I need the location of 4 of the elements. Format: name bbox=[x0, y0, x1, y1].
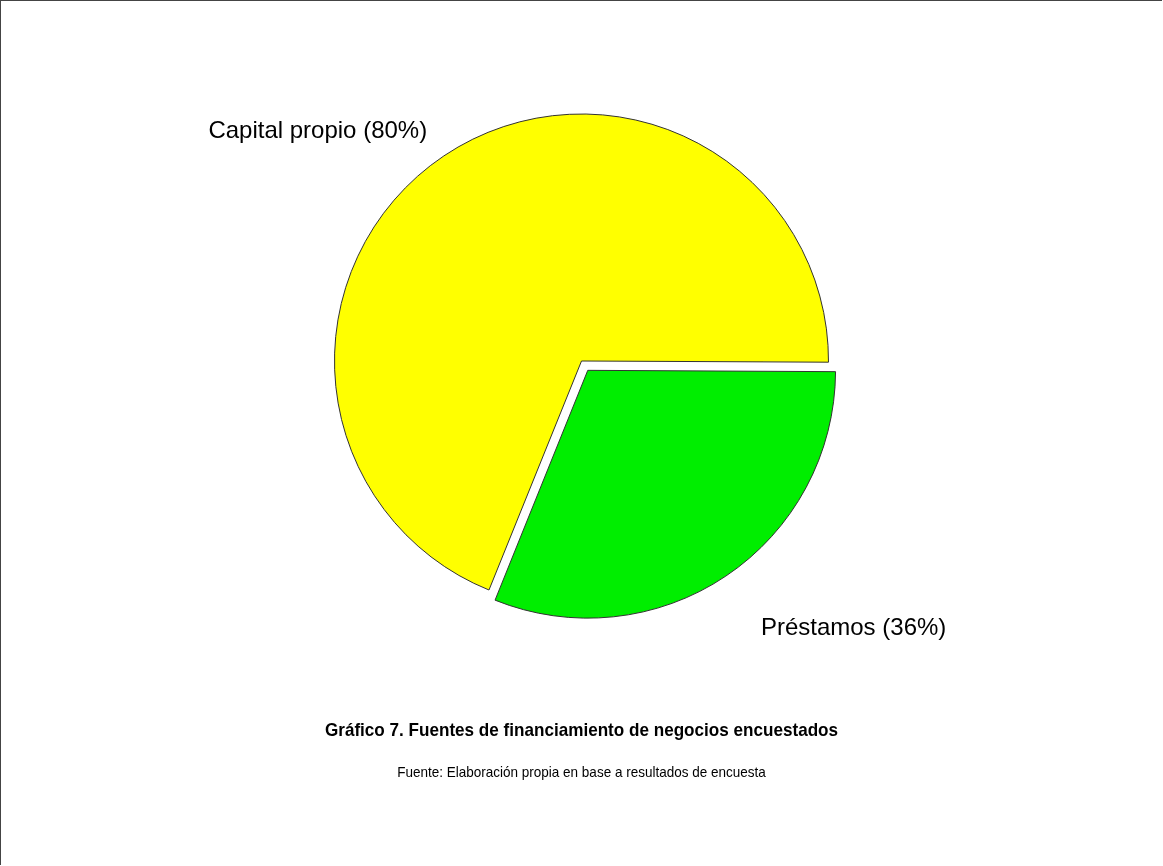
slice-label: Capital propio (80%) bbox=[208, 115, 428, 143]
slice-label: Préstamos (36%) bbox=[760, 613, 947, 641]
text: Gráfico 7. Fuentes de financiamiento de negocios encuestados bbox=[323, 719, 840, 741]
source-note: Fuente: Elaboración propia en base a resultados de encuesta bbox=[396, 763, 767, 780]
